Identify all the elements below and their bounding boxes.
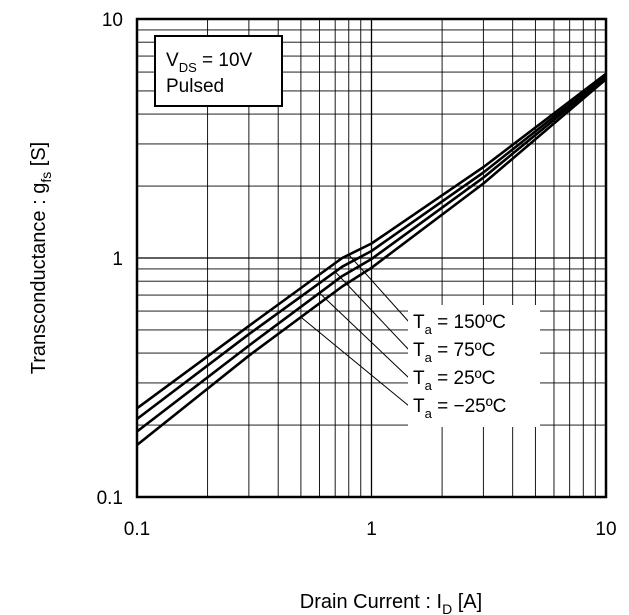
legend-label-1: Ta = 150ºC [413,312,506,337]
legend-box [408,305,540,427]
y-tick-label: 0.1 [97,488,123,509]
conditions-vds: VDS = 10V [166,50,253,75]
series-line-3 [136,76,607,433]
y-axis-label: Transconductance : gfs [S] [28,142,54,375]
legend: Ta = 150ºC Ta = 75ºC Ta = 25ºC Ta = −25ºC [413,312,506,421]
y-tick-labels: 0.1 1 10 [97,10,123,509]
plot-frame [135,17,608,499]
x-tick-label: 0.1 [124,519,150,540]
series-line-4 [136,78,607,447]
conditions-box [154,35,283,107]
legend-leaders [300,254,410,407]
legend-label-3: Ta = 25ºC [413,368,495,393]
y-tick-label: 10 [102,10,123,31]
legend-label-4: Ta = −25ºC [413,396,506,421]
series-line-1 [136,72,607,410]
series-group [136,72,607,447]
x-axis-label: Drain Current : ID [A] [300,591,482,615]
x-tick-label: 1 [366,519,377,540]
series-line-2 [136,74,607,421]
x-tick-label: 10 [595,519,616,540]
x-tick-labels: 0.1 1 10 [124,519,617,540]
legend-leader-3 [319,292,410,379]
legend-leader-2 [334,271,410,351]
legend-leader-1 [348,254,410,323]
legend-label-2: Ta = 75ºC [413,340,495,365]
conditions-pulsed: Pulsed [166,76,224,97]
y-tick-label: 1 [112,249,123,270]
legend-leader-4 [300,316,410,407]
